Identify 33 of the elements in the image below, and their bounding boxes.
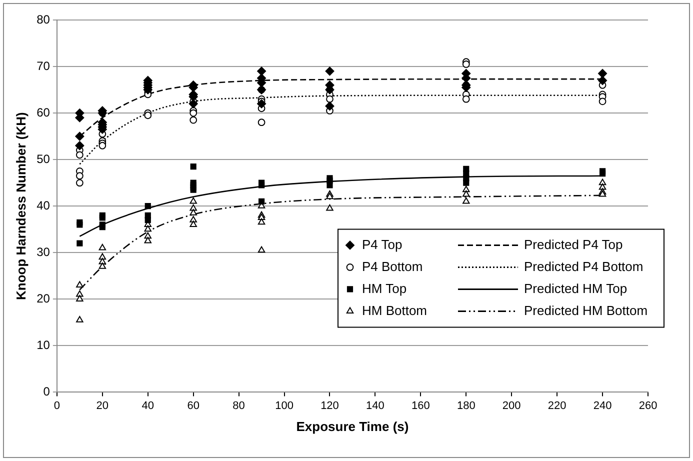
legend-label: P4 Top [362, 236, 402, 252]
x-tick-label: 80 [232, 400, 245, 412]
legend-label: Predicted HM Bottom [524, 302, 648, 318]
legend-label: Predicted HM Top [524, 280, 628, 296]
x-tick-label: 0 [54, 400, 60, 412]
y-tick-label: 0 [43, 384, 50, 399]
y-tick-label: 10 [36, 338, 50, 352]
x-tick-label: 20 [96, 400, 109, 412]
x-tick-label: 240 [593, 400, 612, 412]
legend-label: P4 Bottom [362, 258, 423, 274]
y-tick-label: 20 [36, 291, 50, 306]
x-tick-label: 260 [638, 400, 658, 412]
y-tick-label: 40 [36, 198, 50, 212]
x-axis-title: Exposure Time (s) [296, 418, 409, 434]
y-tick-label: 70 [36, 58, 50, 73]
y-tick-label: 30 [36, 244, 50, 259]
legend-label: HM Top [362, 280, 407, 296]
legend-label: Predicted P4 Bottom [524, 258, 644, 274]
y-axis-title: Knoop Harndess Number (KH) [13, 112, 28, 300]
y-tick-label: 60 [36, 105, 50, 120]
x-tick-label: 120 [320, 400, 339, 412]
legend-label: HM Bottom [362, 302, 428, 318]
y-tick-label: 50 [36, 152, 50, 166]
x-tick-label: 180 [456, 400, 476, 412]
x-tick-label: 160 [411, 400, 430, 412]
x-tick-label: 60 [187, 400, 200, 412]
x-tick-label: 140 [366, 400, 384, 412]
x-tick-label: 200 [502, 400, 521, 412]
x-tick-label: 100 [275, 400, 294, 412]
x-tick-label: 220 [548, 400, 566, 412]
x-tick-label: 40 [142, 400, 154, 412]
legend-label: Predicted P4 Top [524, 236, 623, 252]
y-tick-label: 80 [36, 12, 50, 26]
